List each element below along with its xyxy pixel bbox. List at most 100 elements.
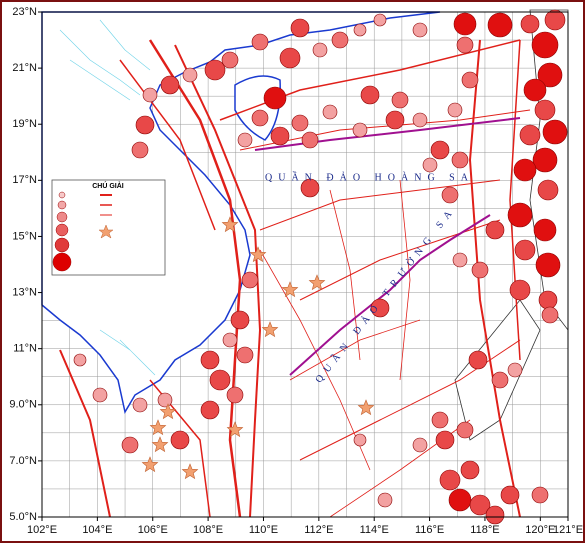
x-tick-label: 104°E [82, 524, 112, 536]
earthquake [523, 78, 547, 102]
earthquake [241, 271, 259, 289]
star [261, 321, 279, 338]
island-label: QUẦN ĐẢO HOÀNG SA [265, 170, 474, 183]
earthquake [509, 279, 531, 301]
earthquake [237, 132, 253, 148]
earthquake [92, 387, 108, 403]
earthquake [391, 91, 409, 109]
earthquake [251, 33, 269, 51]
y-tick-label: 13°N [12, 286, 37, 298]
earthquake [468, 350, 488, 370]
y-tick-label: 19°N [12, 118, 37, 130]
x-tick-label: 114°E [360, 524, 389, 536]
earthquake [131, 141, 149, 159]
legend-title: CHÚ GIẢI [92, 181, 124, 190]
earthquake [142, 87, 158, 103]
earthquake [541, 306, 559, 324]
earthquake [430, 140, 450, 160]
y-tick-label: 11°N [13, 343, 37, 355]
y-tick-label: 17°N [12, 174, 37, 186]
x-tick-label: 106°E [138, 524, 168, 536]
earthquake [532, 147, 558, 173]
x-tick-label: 108°E [193, 524, 223, 536]
earthquake [537, 62, 563, 88]
earthquake [520, 14, 540, 34]
faults [59, 39, 531, 518]
legend: CHÚ GIẢI [51, 179, 166, 276]
earthquake [441, 186, 459, 204]
earthquake [447, 102, 463, 118]
earthquake [460, 460, 480, 480]
earthquake [204, 59, 226, 81]
earthquake [485, 220, 505, 240]
x-tick-label: 102°E [27, 524, 57, 536]
earthquake [236, 346, 254, 364]
earthquake [270, 126, 290, 146]
earthquake [544, 9, 566, 31]
earthquake [73, 353, 87, 367]
y-tick-label: 7.0°N [9, 455, 37, 467]
earthquake [514, 239, 536, 261]
earthquake [471, 261, 489, 279]
earthquake [230, 310, 250, 330]
earthquake [533, 218, 557, 242]
x-tick-label: 116°E [415, 524, 444, 536]
earthquake [542, 119, 568, 145]
earthquake [312, 42, 328, 58]
earthquake [456, 36, 474, 54]
earthquake [279, 47, 301, 69]
earthquake [170, 430, 190, 450]
earthquake [200, 400, 220, 420]
earthquake [507, 202, 533, 228]
earthquake [209, 369, 231, 391]
earthquake [469, 494, 491, 516]
earthquake [226, 386, 244, 404]
star [249, 246, 267, 263]
earthquake [385, 110, 405, 130]
boundary [254, 117, 521, 151]
earthquake [377, 492, 393, 508]
x-tick-label: 118°E [470, 524, 499, 536]
earthquake [221, 51, 239, 69]
plot-border [41, 11, 569, 518]
earthquake [182, 67, 198, 83]
earthquake [291, 114, 309, 132]
earthquake [422, 157, 438, 173]
x-tick-label: 110°E [249, 524, 278, 536]
earthquake [263, 86, 287, 110]
earthquake [200, 350, 220, 370]
earthquake [370, 298, 390, 318]
star [281, 281, 299, 298]
earthquake [519, 124, 541, 146]
earthquake [352, 122, 368, 138]
earthquake [251, 109, 269, 127]
earthquake [360, 85, 380, 105]
earthquake [537, 179, 559, 201]
earthquake [300, 178, 320, 198]
earthquake [373, 13, 387, 27]
earthquake [534, 99, 556, 121]
earthquake [491, 371, 509, 389]
y-tick-label: 15°N [12, 230, 37, 242]
earthquake [412, 22, 428, 38]
earthquake [535, 252, 561, 278]
star [221, 216, 239, 233]
star [149, 419, 167, 436]
earthquake [461, 71, 479, 89]
earthquakes [73, 9, 568, 525]
earthquake [353, 23, 367, 37]
stars [141, 216, 375, 480]
earthquake [331, 31, 349, 49]
earthquake [412, 112, 428, 128]
earthquake [485, 505, 505, 525]
star [181, 463, 199, 480]
earthquake [135, 115, 155, 135]
earthquake [412, 437, 428, 453]
earthquake [451, 151, 469, 169]
axes: 102°E 104°E 106°E 108°E 110°E 112°E 114°E 116°E… [9, 6, 583, 536]
earthquake [453, 12, 477, 36]
earthquake [222, 332, 238, 348]
rivers [59, 19, 156, 376]
